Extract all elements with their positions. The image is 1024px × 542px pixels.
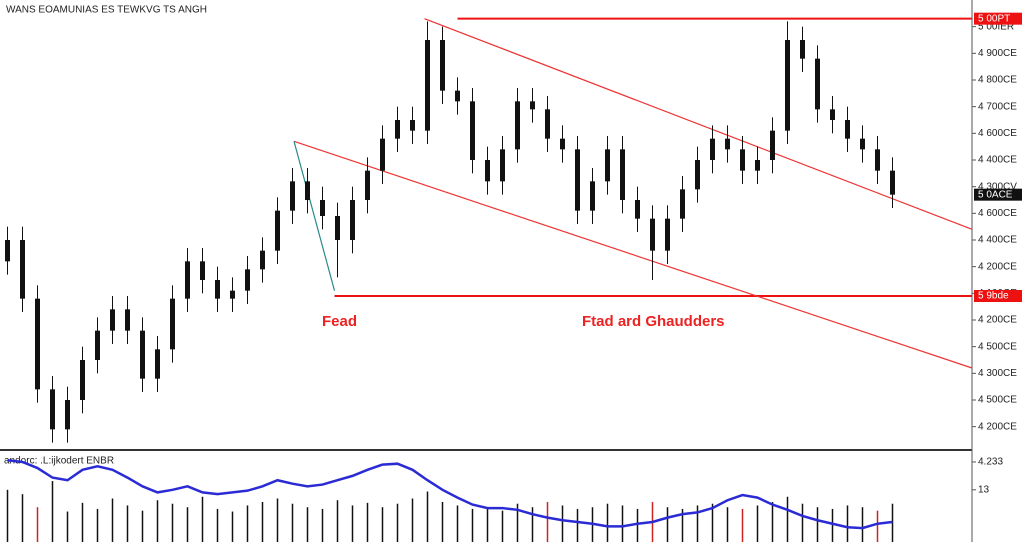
y-tick-label: 4.233 [978,457,1003,468]
trend-line [293,141,336,291]
candle-body [770,130,775,160]
candle-body [5,240,10,262]
candle-body [875,149,880,171]
candle-body [215,280,220,299]
candle-body [440,40,445,91]
candle-body [560,138,565,150]
trend-line [293,140,973,369]
candle-body [50,389,55,430]
candle-body [125,309,130,331]
candle-body [260,250,265,270]
annotation: Ftad ard Ghaudders [582,313,725,330]
candle-body [680,189,685,219]
y-tick-label: 13 [978,484,990,495]
y-tick-label: 4 200CE [978,315,1017,326]
y-tick-label: 4 500CE [978,395,1017,406]
candle-body [530,101,535,110]
candle-body [155,349,160,379]
candle-body [845,120,850,139]
indicator-label: andorc: .L:ijkodert ENBR [4,456,114,467]
candle-body [230,290,235,299]
candle-body [830,109,835,120]
candle-body [335,216,340,240]
candle-body [815,58,820,110]
y-tick-label: 4 200CE [978,421,1017,432]
candle-body [635,200,640,219]
price-tag-label: 5 00PT [978,13,1010,24]
candle-body [35,298,40,390]
y-tick-label: 4 800CE [978,75,1017,86]
price-tag-label: 5 9bde [978,291,1009,302]
candle-body [65,400,70,430]
candle-body [305,181,310,200]
candle-body [890,170,895,195]
candle-body [245,269,250,291]
candle-body [590,181,595,211]
annotation: Fead [322,313,357,330]
candle-body [740,149,745,171]
candle-body [110,309,115,331]
candle-body [95,330,100,360]
candle-body [605,149,610,182]
y-tick-label: 4 700CE [978,101,1017,112]
candle-body [380,138,385,171]
chart-title: WANS EOAMUNIAS ES TEWKVG TS ANGH [6,5,207,16]
candle-body [665,218,670,251]
y-tick-label: 4 400CE [978,235,1017,246]
price-tag-label: 5 0ACE [978,189,1013,200]
y-tick-label: 4 600CE [978,208,1017,219]
candle-body [650,218,655,251]
candle-body [500,149,505,182]
candle-body [860,138,865,150]
candle-body [455,90,460,102]
candle-body [425,40,430,131]
candle-body [365,170,370,200]
price-tag [974,290,1022,302]
y-tick-label: 4 200CE [978,261,1017,272]
candle-body [275,210,280,251]
candle-body [485,160,490,182]
candle-body [575,149,580,211]
candle-body [350,200,355,240]
y-tick-label: 4 500CE [978,341,1017,352]
candle-body [515,101,520,150]
y-tick-label: 4 300CE [978,368,1017,379]
candle-body [170,298,175,350]
candle-body [395,120,400,139]
candle-body [695,160,700,190]
candle-body [545,109,550,139]
candle-body [185,261,190,299]
candle-body [200,261,205,280]
candle-body [620,149,625,200]
y-tick-label: 5 00fER [978,21,1014,32]
candle-body [140,330,145,379]
candle-body [785,40,790,131]
candle-body [290,181,295,211]
candle-body [20,240,25,299]
y-tick-label: 4 300CV [978,181,1017,192]
trend-line [424,18,973,230]
y-tick-label: 4 900CE [978,48,1017,59]
candle-body [710,138,715,160]
price-tag [974,12,1022,25]
candle-body [470,101,475,160]
y-tick-label: 4 400CE [978,155,1017,166]
candle-body [755,160,760,171]
y-tick-label: 4 600CE [978,128,1017,139]
candle-body [320,200,325,216]
indicator-line [7,458,893,530]
candle-body [725,138,730,150]
candle-body [80,360,85,400]
price-tag [974,188,1022,201]
candle-body [410,120,415,131]
candle-body [800,40,805,59]
